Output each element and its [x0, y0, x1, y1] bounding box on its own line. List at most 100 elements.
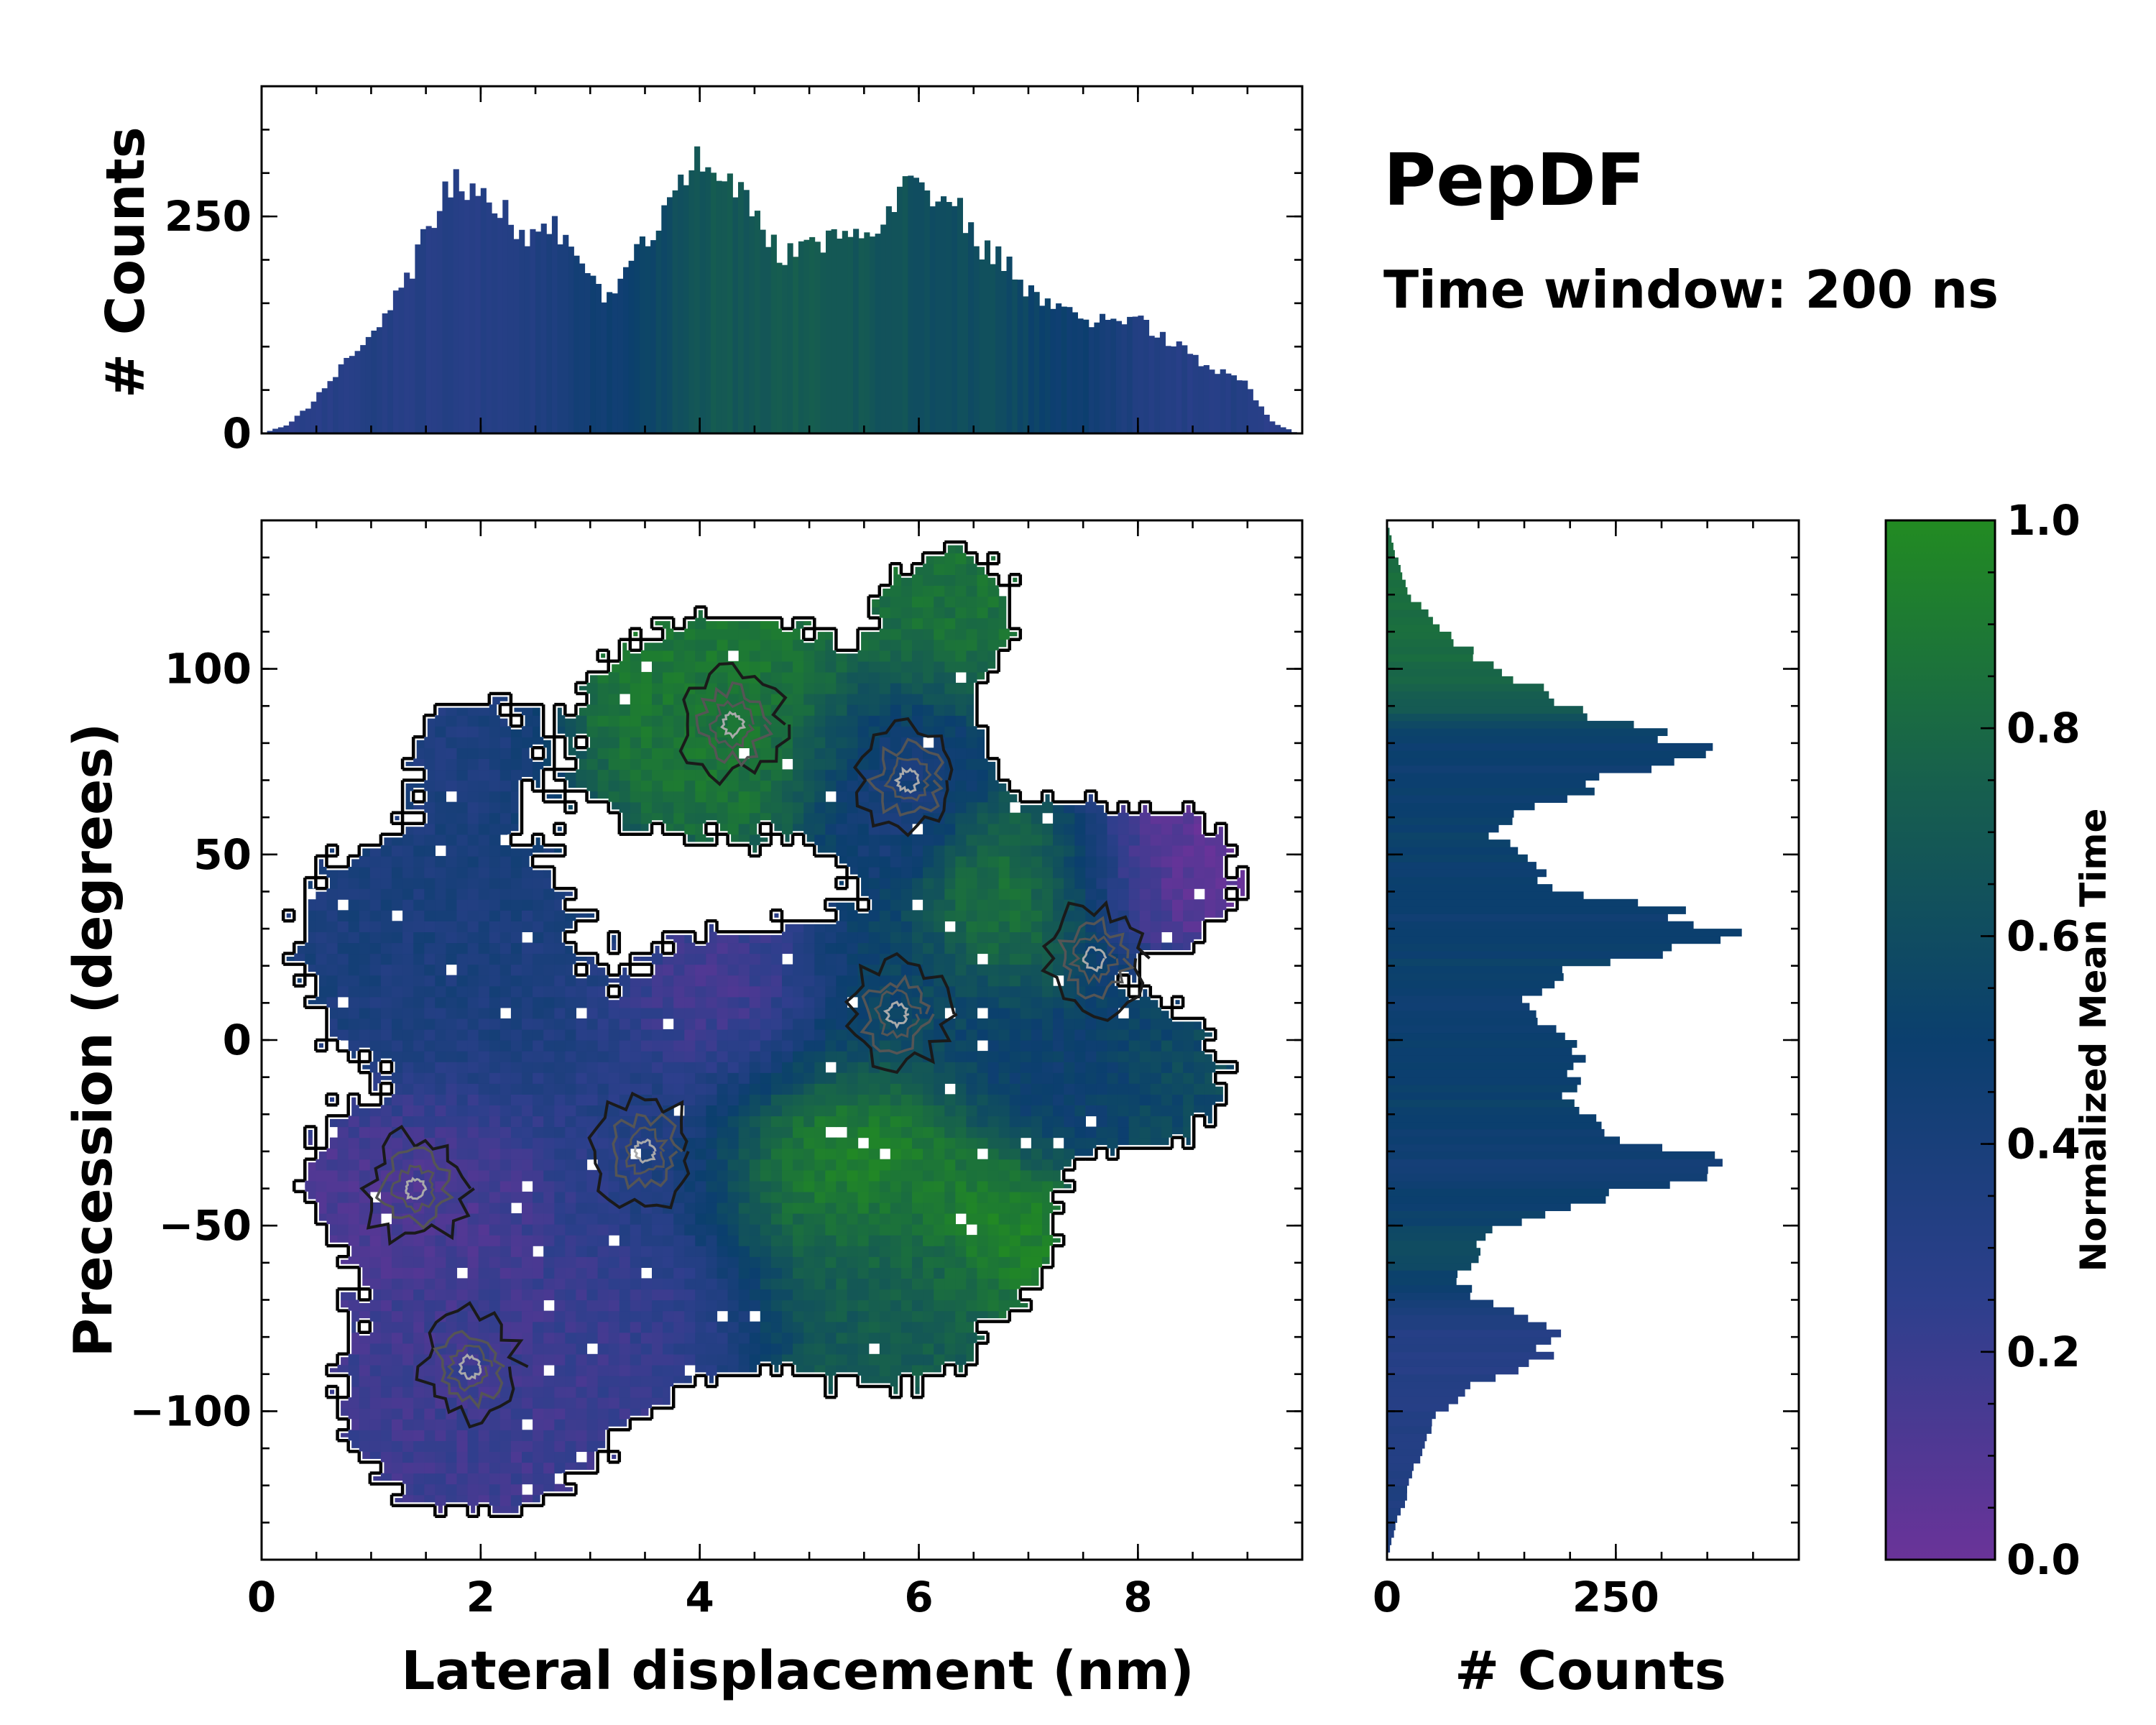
heatmap-cell [489, 996, 501, 1008]
heatmap-cell [499, 867, 512, 878]
heatmap-cell [446, 737, 458, 748]
heatmap-cell [1031, 1116, 1043, 1128]
heatmap-cell [1009, 1202, 1021, 1214]
heatmap-cell [348, 964, 360, 976]
top-histogram-bar [524, 246, 530, 433]
heatmap-cell [749, 791, 761, 803]
heatmap-cell [630, 694, 642, 705]
contour-line [844, 952, 958, 1075]
heatmap-cell [533, 1451, 544, 1463]
heatmap-cell [510, 855, 522, 868]
heatmap-cell [456, 769, 469, 781]
heatmap-cell [652, 694, 663, 705]
heatmap-cell [944, 553, 956, 564]
heatmap-cell [510, 1159, 522, 1171]
heatmap-cell [522, 996, 533, 1008]
heatmap-cell [770, 1256, 783, 1268]
heatmap-cell [977, 1116, 989, 1128]
heatmap-cell [543, 1289, 555, 1301]
heatmap-cell [359, 953, 371, 965]
heatmap-cell [695, 1051, 706, 1062]
heatmap-cell [684, 1267, 696, 1279]
heatmap-cell [456, 1094, 469, 1105]
heatmap-cell [456, 1256, 469, 1268]
heatmap-cell [900, 628, 913, 640]
heatmap-cell [576, 1419, 588, 1430]
heatmap-cell [814, 780, 826, 792]
heatmap-cell [446, 1484, 458, 1496]
heatmap-cell [695, 1191, 706, 1203]
heatmap-cell [727, 942, 740, 954]
heatmap-cell [413, 1419, 425, 1430]
heatmap-cell [543, 1213, 555, 1225]
heatmap-cell [597, 1300, 609, 1312]
heatmap-cell [857, 682, 870, 694]
heatmap-cell [944, 671, 956, 684]
heatmap-cell [673, 704, 685, 716]
heatmap-cell [1150, 932, 1162, 944]
heatmap-cell [803, 1083, 815, 1095]
heatmap-cell [793, 1310, 804, 1322]
heatmap-cell [1042, 801, 1054, 814]
heatmap-cell [890, 737, 902, 748]
top-histogram-bar [853, 229, 860, 433]
heatmap-cell [825, 769, 837, 781]
heatmap-cell [770, 975, 783, 987]
heatmap-cell [998, 1126, 1010, 1138]
heatmap-cell [435, 1072, 446, 1084]
heatmap-cell [467, 996, 479, 1008]
heatmap-cell [868, 1289, 880, 1301]
heatmap-cell [652, 1300, 663, 1312]
heatmap-cell [478, 1256, 490, 1268]
heatmap-cell [1085, 910, 1097, 921]
heatmap-cell [554, 1451, 566, 1463]
heatmap-cell [695, 1332, 706, 1344]
heatmap-cell [825, 748, 837, 759]
heatmap-cell [717, 1224, 729, 1236]
heatmap-cell [760, 1094, 772, 1105]
heatmap-cell [1064, 888, 1075, 900]
heatmap-cell [467, 1430, 479, 1441]
top-histogram-bar [929, 206, 936, 433]
heatmap-cell [987, 1040, 1000, 1052]
heatmap-cell [847, 1029, 859, 1041]
heatmap-cell [868, 921, 880, 932]
heatmap-cell [1031, 1083, 1043, 1095]
heatmap-cell [814, 639, 826, 651]
heatmap-cell [847, 1235, 859, 1246]
heatmap-cell [673, 671, 685, 684]
heatmap-cell [857, 1332, 870, 1344]
heatmap-cell [825, 1300, 837, 1312]
heatmap-cell [857, 942, 870, 954]
heatmap-cell [857, 1191, 870, 1203]
heatmap-cell [782, 1343, 793, 1355]
heatmap-cell [369, 1018, 382, 1030]
heatmap-cell [987, 888, 1000, 900]
heatmap-cell [586, 1180, 599, 1192]
heatmap-cell [684, 1321, 696, 1333]
heatmap-cell [543, 985, 555, 998]
heatmap-cell [825, 1278, 837, 1290]
heatmap-cell [456, 1235, 469, 1246]
heatmap-cell [413, 1094, 425, 1105]
heatmap-cell [499, 1386, 512, 1398]
heatmap-cell [836, 1169, 848, 1182]
heatmap-cell [467, 1072, 479, 1084]
heatmap-cell [424, 1484, 436, 1496]
heatmap-cell [900, 1180, 913, 1192]
heatmap-cell [706, 975, 718, 987]
heatmap-cell [522, 1473, 533, 1485]
heatmap-cell [1194, 1072, 1205, 1084]
heatmap-cell [1074, 867, 1086, 878]
heatmap-cell [868, 1094, 880, 1105]
heatmap-cell [868, 942, 880, 954]
heatmap-cell [717, 1180, 729, 1192]
heatmap-cell [1085, 823, 1097, 835]
heatmap-cell [934, 574, 945, 586]
heatmap-cell [1053, 878, 1064, 889]
heatmap-cell [554, 996, 566, 1008]
heatmap-cell [522, 1040, 533, 1052]
heatmap-cell [392, 1116, 403, 1128]
heatmap-cell [955, 694, 967, 705]
heatmap-cell [533, 932, 544, 944]
